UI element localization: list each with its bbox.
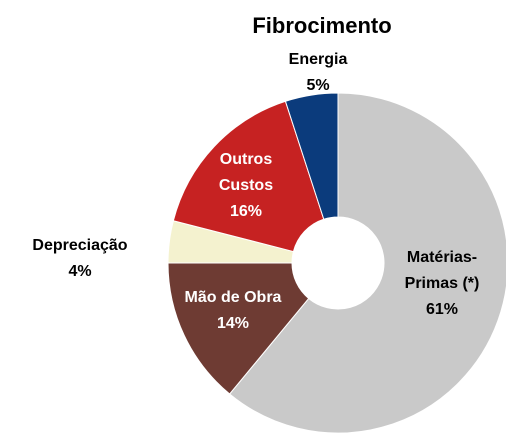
value-label: 16%	[230, 203, 262, 220]
slice-label: Energia	[289, 51, 348, 68]
slice-label: Matérias-Primas (*)	[405, 249, 480, 292]
donut-slice	[228, 92, 506, 434]
slice-label: Outros Custos	[219, 151, 273, 194]
donut-slice	[284, 92, 339, 220]
donut-slice	[172, 100, 325, 253]
value-label: 61%	[426, 301, 458, 318]
donut-slice	[167, 262, 310, 395]
chart-title: Fibrocimento	[252, 13, 391, 38]
value-label: 14%	[217, 315, 249, 332]
slice-label: Depreciação	[32, 237, 127, 254]
value-label: 5%	[306, 77, 329, 94]
slice-label: Mão de Obra	[185, 289, 282, 306]
value-label: 4%	[68, 263, 91, 280]
